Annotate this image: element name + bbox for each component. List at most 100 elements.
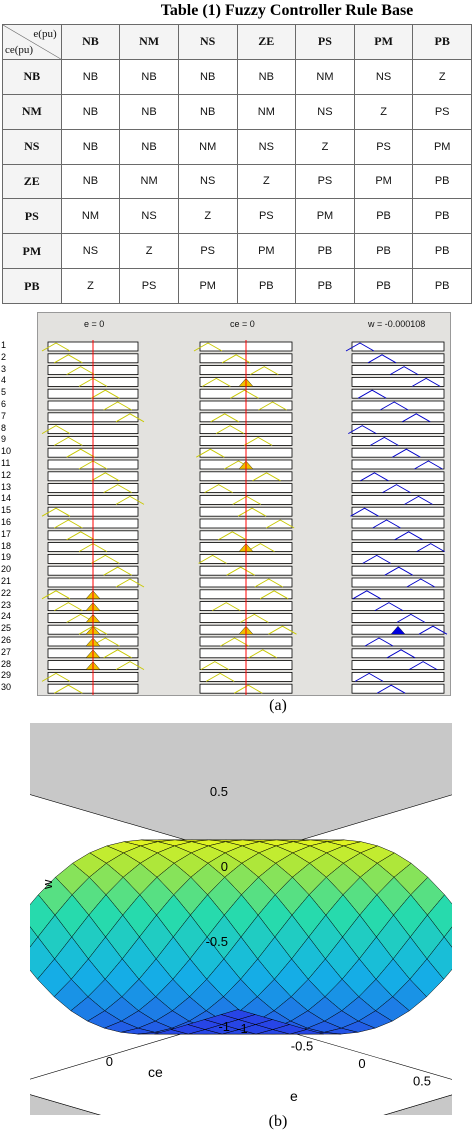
rule-mf-box bbox=[351, 436, 445, 446]
column-header: NM bbox=[119, 24, 179, 60]
input-mf-shape bbox=[66, 448, 95, 458]
output-mf-shape bbox=[384, 566, 413, 576]
rule-mf-box bbox=[351, 577, 445, 588]
table-corner-cell: e(pu) ce(pu) bbox=[2, 24, 62, 60]
rule-number: 25 bbox=[1, 623, 12, 634]
surface-patch bbox=[30, 926, 39, 948]
input-mf-shape bbox=[218, 531, 247, 541]
input-mf-shape bbox=[215, 425, 245, 434]
input-mf-shape bbox=[254, 578, 284, 588]
rule-mf-box bbox=[351, 660, 445, 671]
table-cell: NS bbox=[236, 128, 297, 165]
input-mf-shape bbox=[41, 425, 71, 434]
input-mf-shape bbox=[91, 554, 120, 564]
table-cell: NB bbox=[60, 93, 121, 130]
rule-number: 18 bbox=[1, 540, 12, 551]
table-cell: Z bbox=[177, 198, 238, 235]
input-mf-shape bbox=[41, 507, 71, 517]
rule-mf-box bbox=[351, 483, 445, 494]
output-mf-shape bbox=[350, 507, 379, 517]
table-cell: PB bbox=[353, 198, 414, 235]
table-header-row: e(pu) ce(pu) NB NM NS ZE PS PM PB bbox=[2, 24, 472, 60]
corner-bottom-label: ce(pu) bbox=[5, 43, 34, 56]
table-cell: PB bbox=[353, 233, 414, 270]
output-mf-shape bbox=[372, 519, 401, 529]
output-mf-shape bbox=[345, 342, 375, 352]
output-mf-shape bbox=[362, 554, 391, 564]
table-cell: PS bbox=[353, 128, 414, 165]
rule-mf-box bbox=[351, 518, 445, 529]
e-tick-label: -1 bbox=[236, 1021, 248, 1036]
input-mf-shape bbox=[196, 448, 225, 458]
input-mf-shape bbox=[221, 354, 251, 364]
input-mf-shape bbox=[212, 602, 241, 611]
input-mf-shape bbox=[248, 649, 277, 659]
rule-number: 21 bbox=[1, 576, 12, 586]
output-mf-shape bbox=[364, 637, 394, 647]
table-cell: PS bbox=[177, 233, 238, 270]
rule-mf-box bbox=[351, 589, 445, 600]
rule-mf-box bbox=[351, 377, 445, 387]
input-mf-shape bbox=[41, 672, 71, 682]
input-mf-shape bbox=[54, 602, 83, 611]
column-header: NB bbox=[60, 24, 121, 60]
rule-mf-box bbox=[351, 353, 445, 364]
input-mf-shape bbox=[265, 519, 295, 529]
corner-diagonal bbox=[3, 25, 61, 59]
rule-number: 8 bbox=[1, 422, 7, 433]
table-cell: Z bbox=[412, 58, 472, 95]
ce-tick-label: -1 bbox=[218, 1019, 230, 1034]
rule-mf-box bbox=[351, 671, 445, 682]
input-mf-shape bbox=[103, 484, 132, 493]
output-mf-shape bbox=[374, 602, 404, 611]
rule-mf-box bbox=[351, 506, 445, 517]
table-cell: NB bbox=[60, 128, 121, 165]
table-cell: PS bbox=[412, 93, 472, 130]
rule-number: 14 bbox=[1, 493, 12, 504]
floor bbox=[30, 1016, 452, 1115]
table-row: PB Z PS PM PB PB PB PB bbox=[2, 268, 472, 304]
output-mf-shape bbox=[354, 672, 384, 682]
output-fired-mf bbox=[390, 625, 406, 635]
rule-number: 12 bbox=[1, 469, 12, 480]
input-mf-shape bbox=[210, 413, 239, 423]
input-mf-shape bbox=[220, 637, 249, 647]
input-mf-shape bbox=[41, 342, 71, 352]
table-cell: Z bbox=[295, 128, 355, 165]
rule-mf-box bbox=[351, 471, 445, 482]
table-cell: NS bbox=[119, 198, 179, 235]
rule-mf-box bbox=[351, 424, 445, 434]
table-cell: PB bbox=[295, 233, 355, 270]
table-cell: PB bbox=[412, 268, 472, 304]
column-header: NS bbox=[177, 24, 238, 60]
output-mf-shape bbox=[386, 649, 416, 659]
ce-axis-label: ce bbox=[148, 1064, 163, 1080]
rule-mf-box bbox=[351, 388, 445, 399]
input-mf-shape bbox=[246, 543, 275, 552]
output-mf-shape bbox=[379, 401, 409, 411]
rule-mf-box bbox=[351, 447, 445, 458]
input-mf-shape bbox=[54, 354, 83, 364]
input-mf-shape bbox=[103, 401, 132, 411]
rule-mf-box bbox=[351, 648, 445, 659]
input-mf-shape bbox=[259, 590, 289, 600]
table-cell: NB bbox=[119, 128, 179, 165]
rule-number: 4 bbox=[1, 375, 7, 386]
rule-number: 9 bbox=[1, 434, 7, 445]
table-cell: NB bbox=[119, 93, 179, 130]
output-mf-shape bbox=[392, 448, 421, 458]
table-row: NM NB NB NB NM NS Z PS bbox=[2, 93, 472, 130]
rule-mf-box bbox=[351, 341, 445, 352]
output-mf-shape bbox=[367, 354, 397, 364]
table-cell: NB bbox=[177, 58, 238, 95]
rule-number: 6 bbox=[1, 399, 7, 409]
column-header: PS bbox=[295, 24, 355, 60]
input-mf-shape bbox=[243, 436, 273, 446]
caption-a: (a) bbox=[269, 697, 287, 714]
rule-number: 16 bbox=[1, 517, 12, 527]
rule-rows bbox=[38, 313, 450, 695]
row-header: PB bbox=[2, 268, 62, 304]
input-mf-shape bbox=[193, 342, 223, 352]
table-row: NS NB NB NM NS Z PS PM bbox=[2, 128, 472, 165]
input-mf-shape bbox=[54, 684, 83, 694]
